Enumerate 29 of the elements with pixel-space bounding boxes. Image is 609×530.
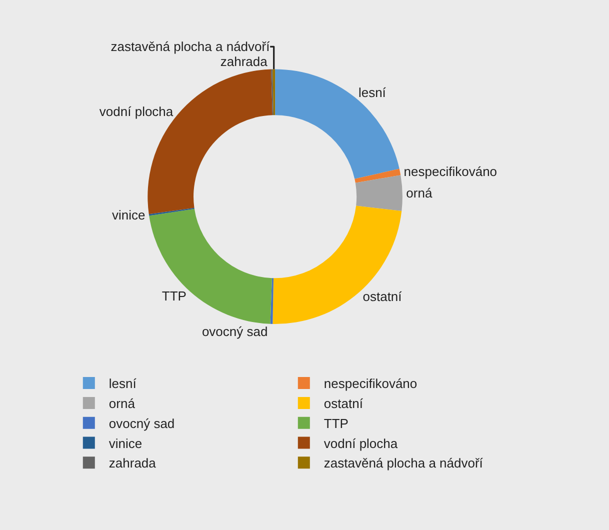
legend-label: nespecifikováno <box>324 376 418 392</box>
legend-label: TTP <box>324 416 348 431</box>
legend-label: ovocný sad <box>108 416 175 431</box>
legend-label: vinice <box>108 436 142 451</box>
donut-slice <box>272 206 402 324</box>
slice-label: vinice <box>112 208 146 223</box>
donut-slice <box>148 208 194 216</box>
slice-label: ovocný sad <box>202 324 268 339</box>
legend-label: orná <box>108 396 136 412</box>
legend-label: vodní plocha <box>324 436 398 451</box>
legend-label: ostatní <box>324 396 364 412</box>
slice-label: zahrada <box>220 54 268 70</box>
donut-slice <box>354 168 401 183</box>
slice-label: lesní <box>358 85 386 100</box>
legend-label: zahrada <box>108 456 157 471</box>
donut-slice <box>271 69 274 116</box>
legend-label: lesní <box>108 376 137 392</box>
slice-label: zastavěná plocha a nádvoří <box>110 39 270 54</box>
donut-slice <box>275 69 400 179</box>
slice-label: vodní plocha <box>99 104 174 119</box>
slice-label: nespecifikováno <box>404 164 498 180</box>
donut-slice <box>149 208 272 324</box>
donut-slice <box>355 175 402 211</box>
slice-label: TTP <box>162 288 186 304</box>
donut-slice <box>270 278 274 324</box>
slice-label: ostatní <box>362 289 402 304</box>
donut-slice <box>272 69 276 116</box>
slice-label: orná <box>406 185 433 200</box>
legend-label: zastavěná plocha a nádvoří <box>324 456 484 471</box>
